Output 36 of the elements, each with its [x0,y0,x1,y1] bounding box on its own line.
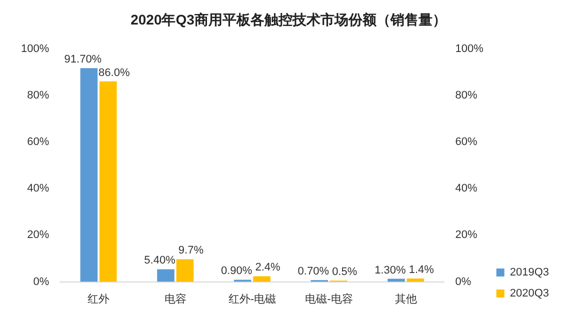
bar [80,68,98,282]
data-label: 1.4% [408,264,434,276]
y-tick-label: 0% [33,276,50,288]
bar [406,278,424,282]
data-label: 5.40% [144,254,176,267]
y2-tick-label: 100% [455,42,484,55]
y-tick-label: 100% [20,42,50,55]
data-label: 9.7% [178,244,204,257]
legend-label: 2020Q3 [510,288,550,300]
data-label: 0.90% [220,265,252,278]
y2-tick-label: 20% [455,229,478,242]
x-tick-label: 电磁-电容 [305,292,353,306]
data-label: 91.70% [64,54,102,66]
bar [253,276,270,282]
data-label: 2.4% [255,262,281,274]
x-tick-label: 电容 [164,292,186,306]
y-tick-label: 80% [27,89,50,102]
y-tick-label: 20% [27,229,50,242]
bar [100,81,117,282]
y-tick-label: 40% [27,182,50,195]
data-label: 86.0% [98,66,130,79]
y2-tick-label: 40% [455,182,478,195]
x-tick-label: 红外-电磁 [228,292,276,306]
y2-tick-label: 0% [455,276,472,288]
y2-tick-label: 60% [455,136,478,148]
data-label: 1.30% [374,264,406,276]
y-tick-label: 60% [27,136,50,148]
data-label: 0.5% [332,266,358,278]
y2-tick-label: 80% [455,89,478,102]
chart-title: 2020年Q3商用平板各触控技术市场份额（销售量） [130,11,446,28]
legend-label: 2019Q3 [510,266,550,279]
bar [176,259,194,282]
bar [157,269,174,282]
x-tick-label: 红外 [88,293,110,306]
data-label: 0.70% [298,266,330,278]
x-tick-label: 其他 [394,292,417,306]
